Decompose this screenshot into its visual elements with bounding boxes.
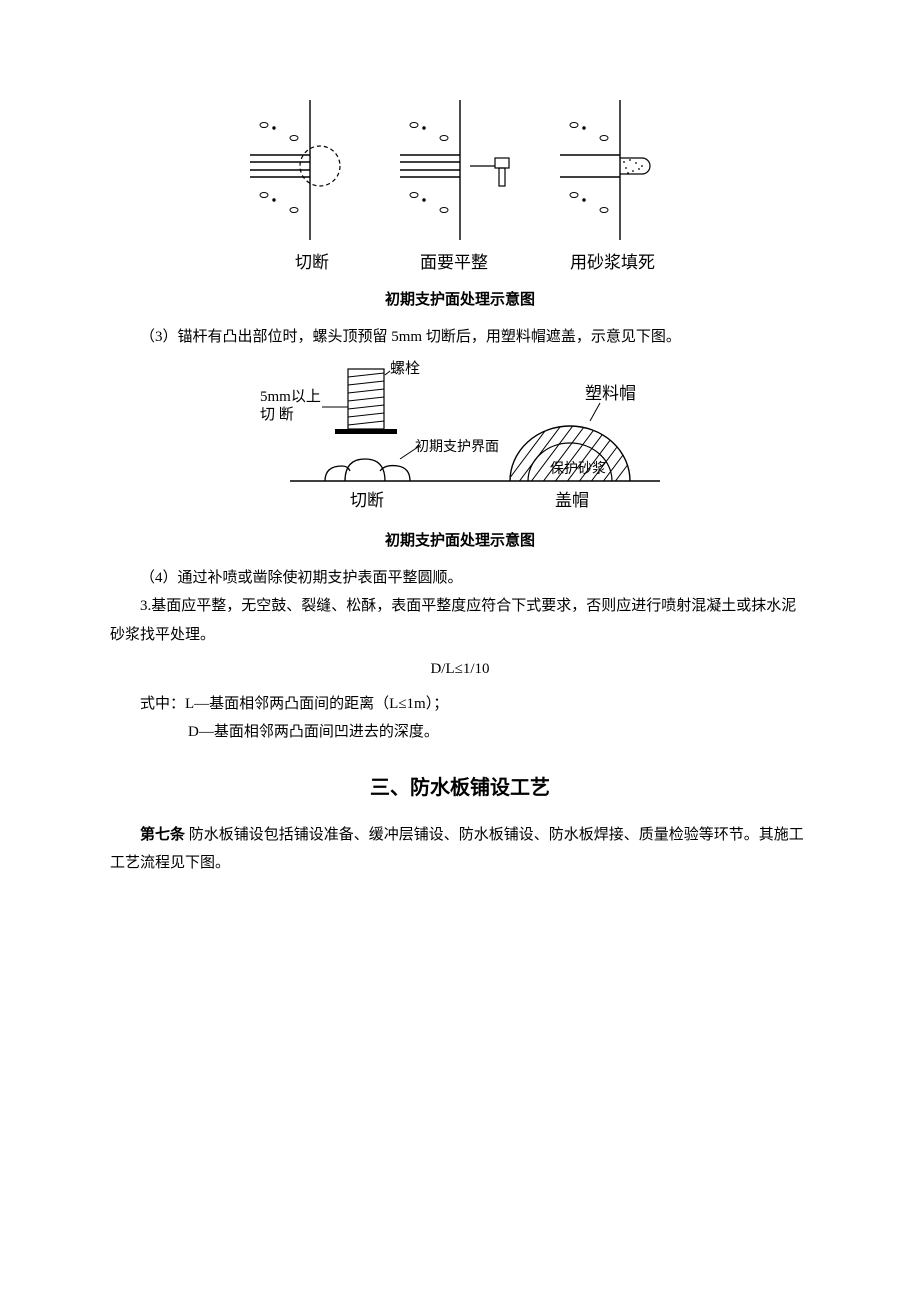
fig2-label-surface: 初期支护界面	[415, 438, 499, 455]
para-3: （3）锚杆有凸出部位时，螺头顶预留 5mm 切断后，用塑料帽遮盖，示意见下图。	[110, 323, 810, 352]
para-article7: 第七条 防水板铺设包括铺设准备、缓冲层铺设、防水板铺设、防水板焊接、质量检验等环…	[110, 821, 810, 878]
document-page: 切断	[0, 0, 920, 938]
fig2-label-bolt: 螺栓	[390, 360, 420, 377]
para-4: （4）通过补喷或凿除使初期支护表面平整圆顺。	[110, 564, 810, 593]
figure-2-caption: 初期支护面处理示意图	[110, 527, 810, 556]
figure-1-caption: 初期支护面处理示意图	[110, 286, 810, 315]
panel-cut: 切断	[250, 100, 340, 272]
article7-label: 第七条	[140, 826, 185, 843]
fig1-label-cut: 切断	[295, 253, 329, 272]
para-where-l: 式中：L—基面相邻两凸面间的距离（L≤1m）；	[110, 690, 810, 719]
para-where-d: D—基面相邻两凸面间凹进去的深度。	[188, 718, 810, 747]
para-3-base: 3.基面应平整，无空鼓、裂缝、松酥，表面平整度应符合下式要求，否则应进行喷射混凝…	[110, 592, 810, 649]
figure-1-wrap: 切断	[110, 100, 810, 280]
fig2-label-cut: 切断	[350, 491, 384, 510]
figure-2-wrap: 螺栓 5mm以上 切 断 初期支护界面 切断	[110, 351, 810, 521]
fig2-label-5mmb: 切 断	[260, 406, 294, 423]
fig2-label-mortar: 保护砂浆	[550, 461, 606, 477]
panel-fill: 用砂浆填死	[560, 100, 655, 272]
fig1-label-flat: 面要平整	[420, 253, 488, 272]
panel-flat: 面要平整	[400, 100, 509, 272]
figure-2-svg: 螺栓 5mm以上 切 断 初期支护界面 切断	[230, 351, 690, 521]
right-cap: 塑料帽 保护砂浆 盖帽	[500, 384, 668, 510]
fig2-label-5mm: 5mm以上	[260, 388, 321, 405]
section-heading: 三、防水板铺设工艺	[110, 769, 810, 807]
formula-dl: D/L≤1/10	[110, 655, 810, 684]
left-bolt: 螺栓 5mm以上 切 断 初期支护界面 切断	[260, 360, 499, 510]
fig2-label-cap: 塑料帽	[585, 384, 636, 403]
article7-text: 防水板铺设包括铺设准备、缓冲层铺设、防水板铺设、防水板焊接、质量检验等环节。其施…	[110, 827, 804, 872]
fig2-label-cover: 盖帽	[555, 491, 589, 510]
figure-1-svg: 切断	[250, 100, 670, 280]
fig1-label-fill: 用砂浆填死	[570, 253, 655, 272]
